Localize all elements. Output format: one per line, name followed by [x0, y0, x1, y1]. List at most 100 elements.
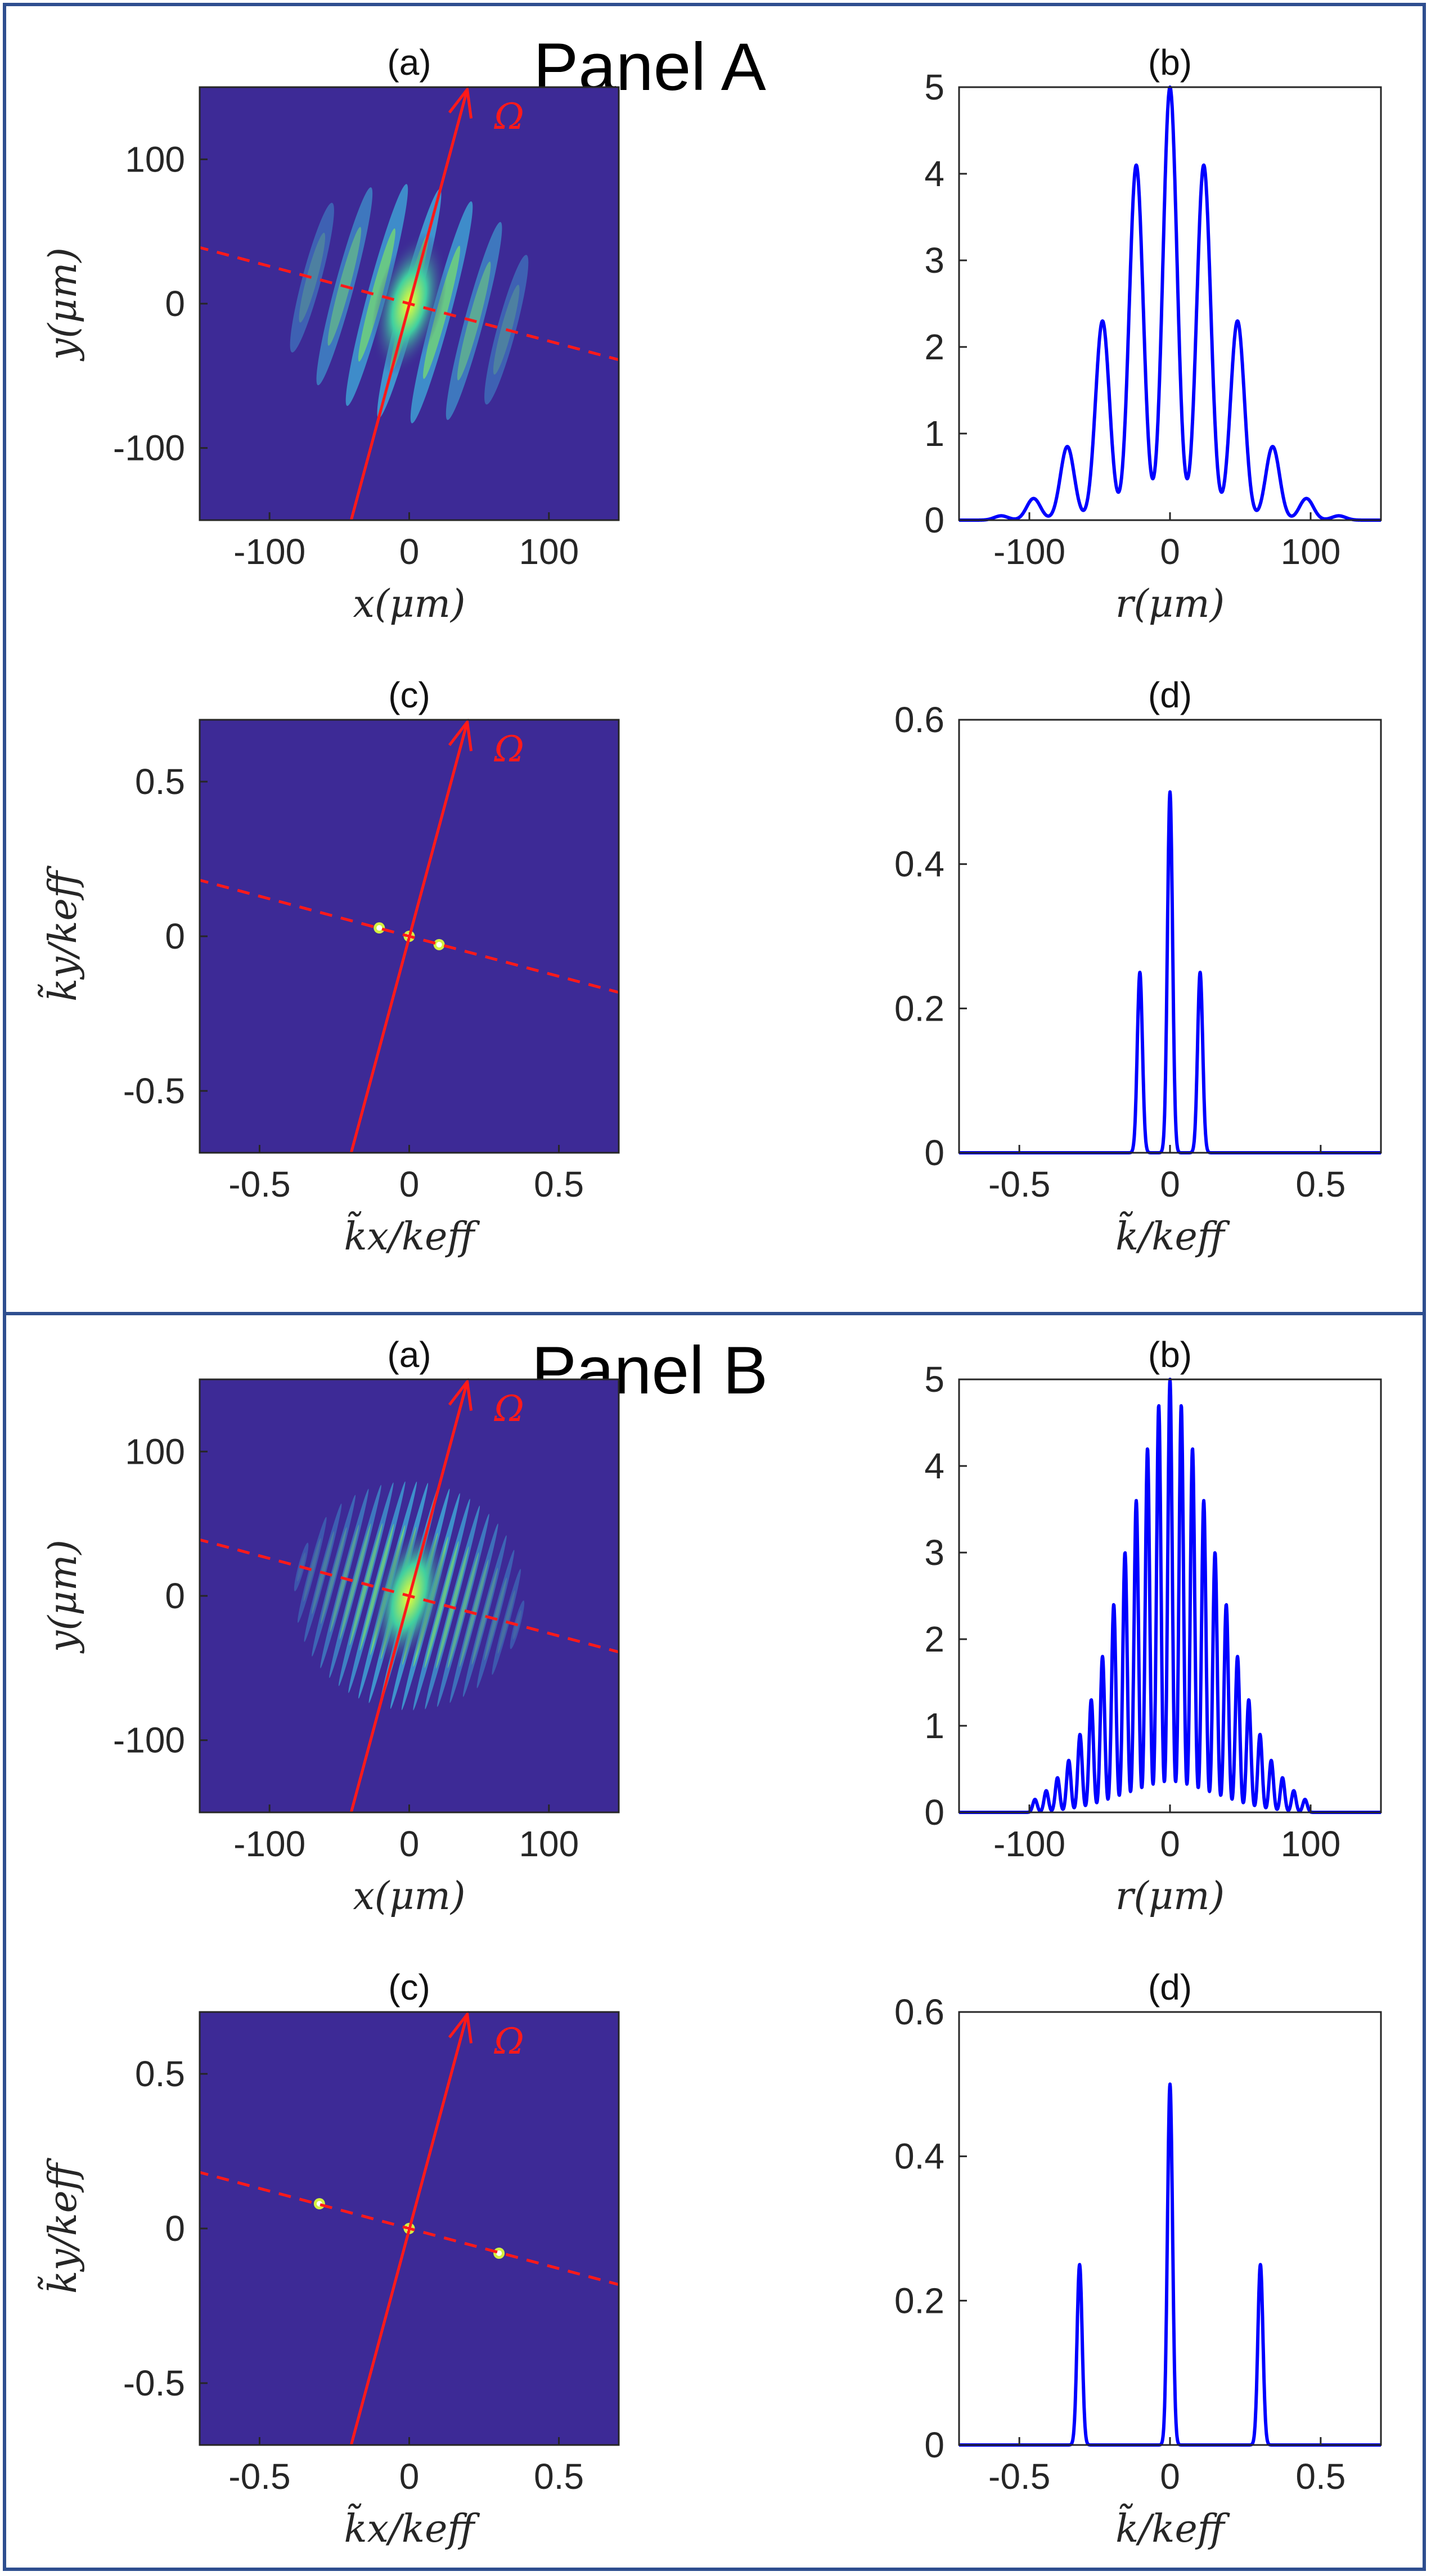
p1r0-profile-title: (b): [1148, 1334, 1192, 1375]
p1r1-map-xtick-label: 0.5: [534, 2456, 584, 2497]
p1r1-profile-xtick-label: 0.5: [1295, 2456, 1346, 2497]
p1r0-map-fringe-core: [320, 1527, 347, 1625]
p1r1-map-rotation-arrowhead: [448, 2010, 473, 2043]
p0r0-map-xlabel: x(μm): [353, 582, 465, 626]
p1r1-profile-ytick-label: 0: [924, 2425, 944, 2465]
p0r1-map-xtick-label: 0.5: [534, 1164, 584, 1204]
p1r0-map-ylabel: y(μm): [41, 1540, 86, 1654]
p1r1-profile-plot-area: [959, 2012, 1381, 2445]
p1r0-profile-ytick-label: 5: [924, 1359, 944, 1400]
p0r1-map-title: (c): [388, 675, 430, 715]
p1r0-map-title: (a): [387, 1334, 431, 1375]
p0r1-profile-ytick-label: 0.4: [894, 844, 944, 885]
p0r0-profile-xtick-label: 0: [1160, 531, 1180, 572]
panel-a: Panel A(a)Ω-100 0 100-1000100x(μm)y(μm)(b)…: [38, 29, 1383, 1259]
p0r0-map-xtick-label: 100: [519, 531, 579, 572]
p0r0-map-xtick-label: -100: [233, 531, 305, 572]
p1r1-map-ytick-label: 0: [165, 2208, 185, 2249]
p0r1-map-ytick-label: 0.5: [135, 761, 185, 802]
panel-b: Panel B(a)Ω-100 0 100-1000100x(μm)y(μm)(b)…: [38, 1333, 1383, 2551]
p0r1-profile-xtick-label: 0.5: [1295, 1164, 1346, 1204]
p1r1-map-peak-center: [496, 2250, 502, 2256]
p0r0-map-ytick-label: -100: [113, 428, 185, 468]
p0r0-map-ylabel: y(μm): [41, 247, 86, 362]
subplot-b: (b) -100 0 100 0 1 2 3 4 5 r(μm): [924, 1334, 1383, 1919]
p0r1-map-ytick-label: 0: [165, 916, 185, 957]
p1r1-profile-title: (d): [1148, 1967, 1192, 2007]
p0r1-map-xtick-label: 0: [399, 1164, 420, 1204]
subplot-d: (d) -0.5 0 0.5 0 0.2 0.4 0.6 k̃/keff: [894, 675, 1383, 1259]
p0r1-map-ylabel: k̃y/keff: [38, 865, 86, 1001]
p0r1-profile-xtick-label: -0.5: [988, 1164, 1050, 1204]
p0r0-profile-ytick-label: 5: [924, 67, 944, 107]
p0r0-map-title: (a): [387, 42, 431, 83]
p1r0-map-fringe-core: [471, 1567, 498, 1665]
p1r1-profile-xlabel: k̃/keff: [1115, 2503, 1230, 2551]
p0r1-map-rotation-arrowhead: [448, 718, 473, 751]
p1r0-map-fringe: [329, 1485, 381, 1679]
p1r0-map-fringe: [462, 1535, 507, 1697]
p0r0-profile-xtick-label: -100: [993, 531, 1065, 572]
p1r0-profile-xtick-label: 0: [1160, 1824, 1180, 1864]
p0r0-map-xtick-label: 0: [399, 531, 420, 572]
p1r0-map-ytick-label: -100: [113, 1720, 185, 1761]
p0r0-map-fringe: [290, 202, 334, 353]
p1r0-map-xtick-label: 100: [519, 1824, 579, 1864]
p1r1-map-omega-label: Ω: [494, 2021, 524, 2063]
p0r0-profile-plot-area: [959, 87, 1381, 520]
p1r1-profile-ytick-label: 0.4: [894, 2136, 944, 2177]
p1r0-profile-ytick-label: 2: [924, 1619, 944, 1659]
p0r0-map-fringe-core: [299, 232, 326, 323]
p0r1-map-xtick-label: -0.5: [228, 1164, 290, 1204]
p1r1-profile-xtick-label: -0.5: [988, 2456, 1050, 2497]
p1r0-profile-xtick-label: -100: [993, 1824, 1065, 1864]
p1r1-map-xtick-label: 0: [399, 2456, 420, 2497]
p0r0-profile-ytick-label: 4: [924, 154, 944, 194]
p1r0-map-xtick-label: 0: [399, 1824, 420, 1864]
p1r1-profile-ytick-label: 0.6: [894, 1992, 944, 2032]
p0r0-map-rotation-arrowhead: [448, 85, 473, 119]
p1r1-map-ylabel: k̃y/keff: [38, 2158, 86, 2294]
p0r1-profile-title: (d): [1148, 675, 1192, 715]
p1r1-map-xlabel: k̃x/keff: [344, 2503, 480, 2551]
p1r0-profile-ytick-label: 1: [924, 1706, 944, 1746]
p1r1-map-ytick-label: -0.5: [123, 2363, 185, 2403]
p0r1-profile-xtick-label: 0: [1160, 1164, 1180, 1204]
p1r0-profile-ytick-label: 0: [924, 1792, 944, 1833]
p0r0-profile-xtick-label: 100: [1281, 531, 1341, 572]
p1r1-map-rotation-axis: [349, 2014, 469, 2446]
p0r0-map-omega-label: Ω: [494, 96, 524, 138]
p0r1-profile-ytick-label: 0.2: [894, 988, 944, 1028]
p1r0-profile-xlabel: r(μm): [1115, 1874, 1225, 1919]
subplot-a: (a) Ω -100 0 100 -100 0 100 x(μm) y(μm): [41, 42, 620, 626]
subplot-c: (c) Ω -0.5 0 0.5 -0.5 0 0.5 k̃x/keff k̃y/keff: [38, 675, 620, 1259]
subplot-b: (b) -100 0 100 0 1 2 3 4 5 r(μm): [924, 42, 1383, 626]
p0r1-profile-ytick-label: 0: [924, 1133, 944, 1173]
p1r1-map-title: (c): [388, 1967, 430, 2007]
p0r1-profile-ytick-label: 0.6: [894, 700, 944, 740]
p1r0-map-fringe-core: [303, 1538, 321, 1602]
p0r1-map-omega-label: Ω: [494, 729, 524, 770]
p1r0-map-xtick-label: -100: [233, 1824, 305, 1864]
p1r1-profile-xtick-label: 0: [1160, 2456, 1180, 2497]
p1r0-map-fringe: [437, 1513, 489, 1707]
p0r0-map-ytick-label: 100: [125, 139, 185, 179]
p1r0-map-xlabel: x(μm): [353, 1874, 465, 1919]
p1r0-map-rotation-arrowhead: [448, 1378, 473, 1411]
p0r1-map-xlabel: k̃x/keff: [344, 1211, 480, 1259]
p1r0-map-fringe: [312, 1495, 356, 1657]
p1r0-profile-xtick-label: 100: [1281, 1824, 1341, 1864]
p1r1-profile-ytick-label: 0.2: [894, 2280, 944, 2321]
p0r1-map-peak-center: [376, 925, 382, 931]
p1r1-map-ytick-label: 0.5: [135, 2054, 185, 2094]
p1r0-map-rotation-axis: [349, 1381, 469, 1813]
p0r1-profile-plot-area: [959, 720, 1381, 1153]
p0r0-profile-title: (b): [1148, 42, 1192, 83]
p0r0-profile-ytick-label: 0: [924, 500, 944, 540]
p1r0-map-ytick-label: 0: [165, 1576, 185, 1616]
p0r0-map-rotation-axis: [349, 89, 469, 521]
subplot-a: (a) Ω -100 0 100 -100 0 100 x(μm) y(μm): [41, 1334, 620, 1919]
p0r1-map-peak-center: [436, 941, 442, 948]
subplot-c: (c) Ω -0.5 0 0.5 -0.5 0 0.5 k̃x/keff k̃y/keff: [38, 1967, 620, 2551]
